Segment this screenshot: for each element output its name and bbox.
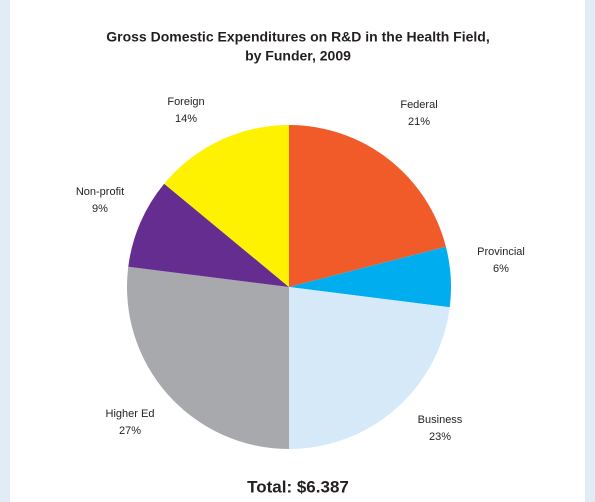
slice-label: Business bbox=[418, 414, 463, 426]
chart-subtitle: by Funder, 2009 bbox=[245, 48, 351, 64]
slice-label: Federal bbox=[400, 99, 437, 111]
pie-slice bbox=[126, 266, 289, 449]
slice-label: Provincial bbox=[477, 246, 525, 258]
total-annotation: Total: $6.387 bbox=[247, 477, 349, 496]
slice-value-label: 14% bbox=[175, 113, 197, 125]
slice-label: Higher Ed bbox=[106, 408, 155, 420]
slice-value-label: 9% bbox=[92, 203, 108, 215]
pie-slice bbox=[128, 183, 289, 287]
pie-slice bbox=[289, 125, 446, 287]
pie-slice bbox=[289, 246, 452, 308]
slice-label: Foreign bbox=[167, 96, 204, 108]
pie-slice bbox=[164, 125, 289, 287]
slice-value-label: 21% bbox=[408, 116, 430, 128]
slice-label: Non-profit bbox=[76, 186, 124, 198]
slice-value-label: 23% bbox=[429, 431, 451, 443]
slice-value-label: 27% bbox=[119, 425, 141, 437]
chart-title: Gross Domestic Expenditures on R&D in th… bbox=[106, 29, 490, 45]
pie-slice bbox=[289, 287, 450, 449]
slice-value-label: 6% bbox=[493, 263, 509, 275]
